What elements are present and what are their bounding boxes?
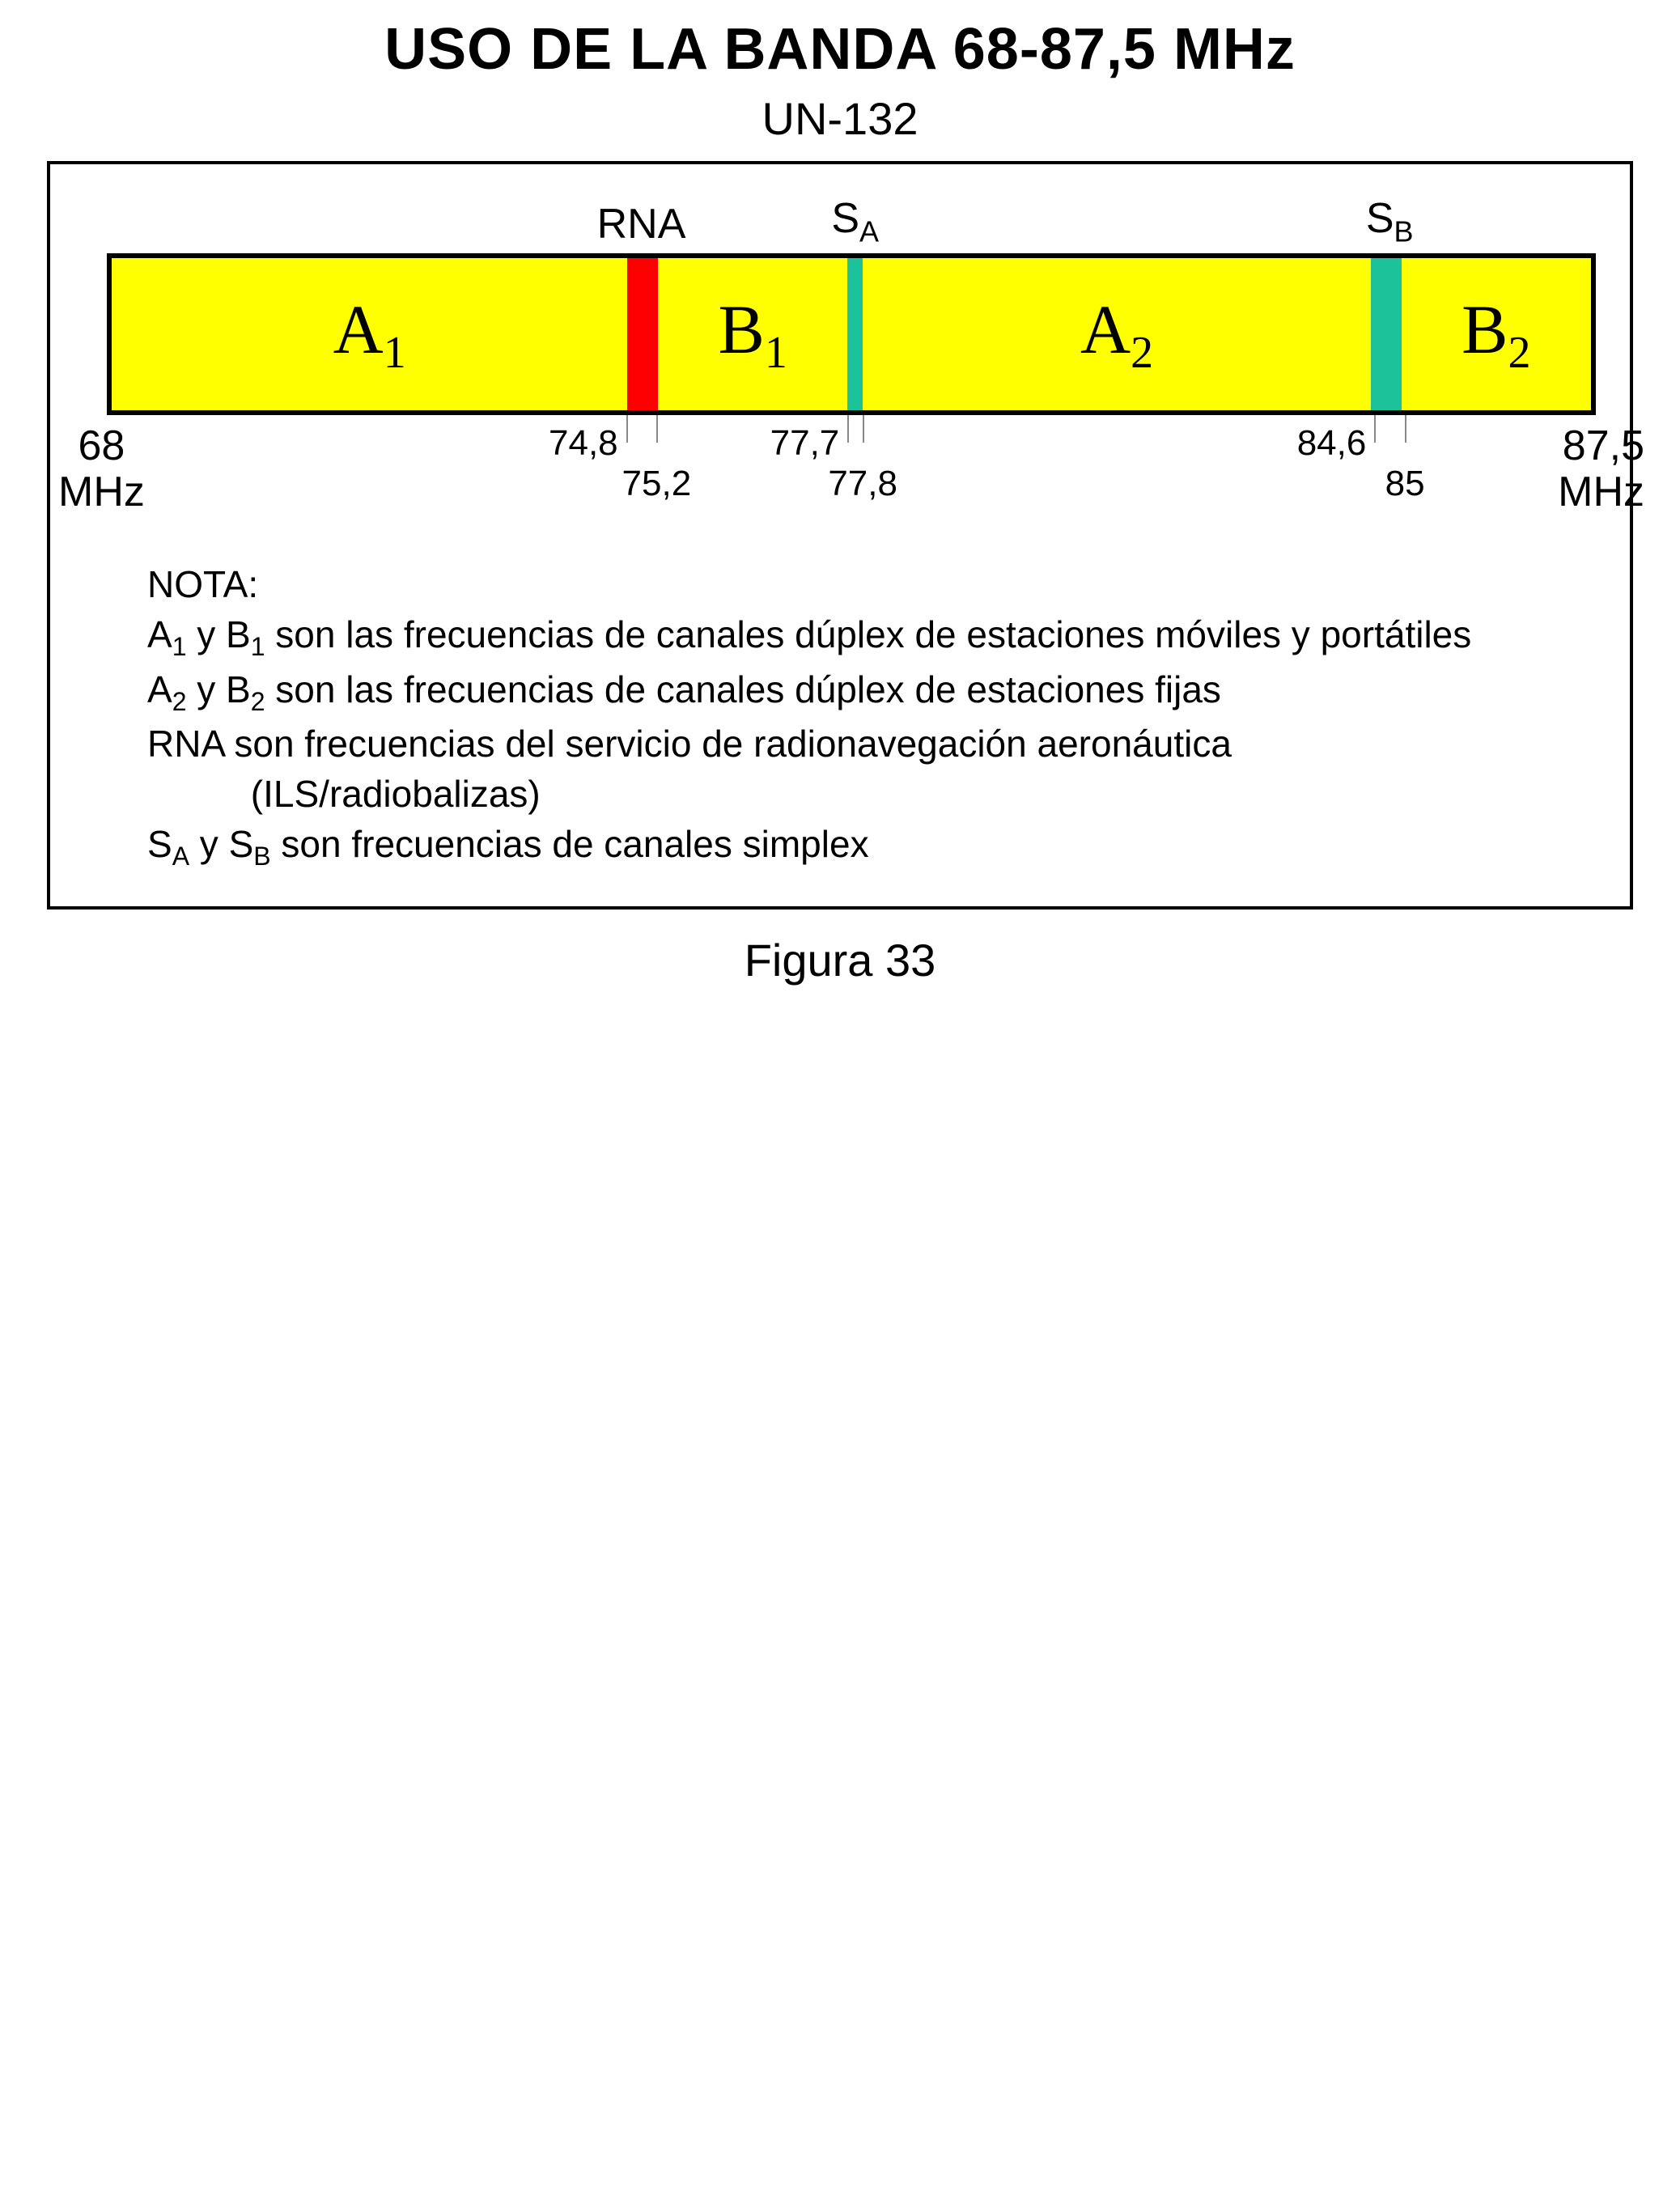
segment-label: B1 [718,289,787,379]
band-segment-SB [1371,258,1401,410]
band-top-labels: RNA SA SB [107,197,1596,253]
frequency-band: A1 B1 A2 B2 [107,253,1596,415]
band-top-label: SA [831,194,879,248]
notes-line: SA y SB son frecuencias de canales simpl… [147,821,1557,874]
tick-label: 77,7 [770,423,840,464]
page-subtitle: UN-132 [32,92,1648,145]
band-start-label: 68 MHz [58,423,145,515]
notes-block: NOTA: A1 y B1 son las frecuencias de can… [147,561,1557,874]
band-top-label: SB [1366,194,1414,248]
tick-mark [656,415,658,443]
page: USO DE LA BANDA 68-87,5 MHz UN-132 RNA SA… [0,0,1680,1003]
tick-mark [1405,415,1406,443]
page-title: USO DE LA BANDA 68-87,5 MHz [32,16,1648,83]
tick-mark [1374,415,1376,443]
notes-line: A2 y B2 son las frecuencias de canales d… [147,666,1557,719]
tick-label: 85 [1385,464,1425,504]
tick-mark [847,415,849,443]
band-segment-A1: A1 [112,258,627,410]
band-top-label: RNA [597,200,686,248]
tick-mark [863,415,864,443]
band-segment-B2: B2 [1402,258,1591,410]
tick-label: 74,8 [549,423,618,464]
figure-box: RNASASB A1B1A2B2 68 MHz 87,5 MHz 74,875,… [47,161,1633,910]
band-ticks: 68 MHz 87,5 MHz 74,875,277,777,884,685 [107,415,1596,528]
segment-label: A1 [333,289,406,379]
band-segment-RNA [627,258,657,410]
tick-label: 84,6 [1297,423,1367,464]
band-end-label: 87,5 MHz [1558,423,1644,515]
band-segment-B1: B1 [658,258,847,410]
segment-label: B2 [1462,289,1530,379]
figure-caption: Figura 33 [32,934,1648,986]
band-segment-A2: A2 [863,258,1371,410]
band-segment-SA [847,258,863,410]
tick-label: 77,8 [828,464,897,504]
tick-label: 75,2 [622,464,692,504]
notes-line: (ILS/radiobalizas) [147,770,1557,819]
notes-heading: NOTA: [147,561,1557,609]
notes-line: RNA son frecuencias del servicio de radi… [147,720,1557,769]
notes-line: A1 y B1 son las frecuencias de canales d… [147,611,1557,664]
segment-label: A2 [1080,289,1153,379]
tick-mark [626,415,628,443]
